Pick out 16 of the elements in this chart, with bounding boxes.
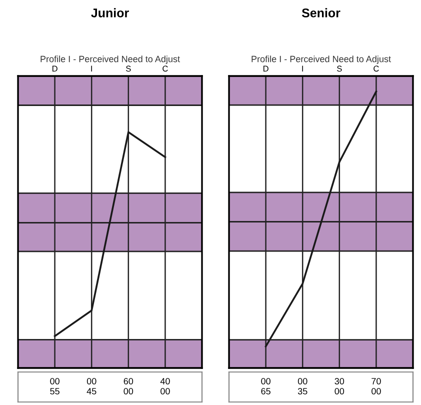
text: 55 45 00 00 [50,388,170,394]
x-tick-label: S [126,66,131,72]
chart-title: Junior [91,8,129,18]
x-tick-label: C [374,66,379,72]
x-tick-label: D [263,66,268,72]
chart-title: Senior [302,8,340,18]
x-tick-label: C [162,66,168,72]
x-tick-label: I [302,66,303,72]
x-tick-label: I [91,66,92,72]
chart-subtitle: Profile I - Perceived Need to Adjust [40,56,180,64]
text: 65 35 00 00 [261,388,381,394]
x-tick-label: D [52,66,58,72]
chart-subtitle: Profile I - Perceived Need to Adjust [252,56,391,64]
text: 00 00 60 40 [50,378,170,384]
text: 00 00 30 70 [261,378,381,384]
x-tick-label: S [337,66,342,72]
